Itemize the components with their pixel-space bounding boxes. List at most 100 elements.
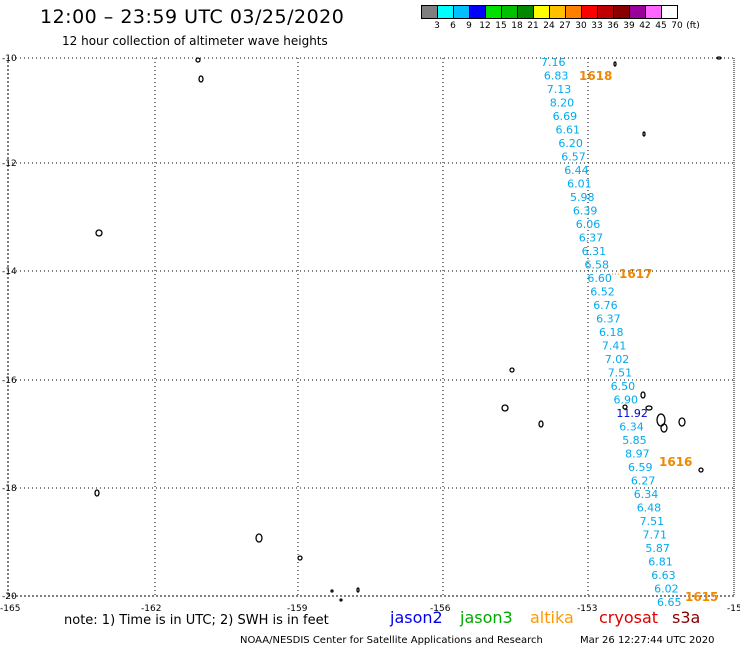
map-grid bbox=[7, 57, 735, 597]
latitude-tick-label: -18 bbox=[2, 484, 17, 494]
satellite-legend-altika: altika bbox=[530, 608, 574, 627]
wave-height-reading: 6.34 bbox=[619, 421, 644, 434]
wave-height-reading: 6.58 bbox=[585, 259, 610, 272]
color-scale-label: 15 bbox=[495, 21, 507, 31]
time-mark-label: 1616 bbox=[659, 455, 692, 469]
color-scale-label: 6 bbox=[450, 21, 456, 31]
color-scale-label: 70 bbox=[671, 21, 683, 31]
time-mark-label: 1617 bbox=[619, 267, 652, 281]
wave-height-color-scale bbox=[421, 5, 678, 19]
wave-height-reading: 6.06 bbox=[576, 218, 601, 231]
satellite-legend-jason3: jason3 bbox=[460, 608, 513, 627]
island-outline bbox=[339, 598, 343, 602]
wave-height-reading: 6.90 bbox=[614, 394, 639, 407]
island-outline bbox=[330, 589, 334, 593]
color-scale-label: 33 bbox=[591, 21, 603, 31]
wave-height-reading: 6.59 bbox=[628, 461, 653, 474]
longitude-tick-label: -15 bbox=[727, 604, 740, 614]
wave-height-reading: 6.50 bbox=[611, 380, 636, 393]
island-outlines bbox=[94, 56, 722, 602]
longitude-tick-label: -153 bbox=[577, 604, 597, 614]
wave-height-reading: 5.98 bbox=[570, 191, 595, 204]
wave-height-reading: 6.60 bbox=[587, 272, 612, 285]
satellite-legend-jason2: jason2 bbox=[390, 608, 443, 627]
color-scale-label: 3 bbox=[434, 21, 440, 31]
island-outline bbox=[716, 56, 722, 60]
wave-height-reading: 7.13 bbox=[547, 83, 572, 96]
color-scale-label: 21 bbox=[527, 21, 539, 31]
wave-height-reading: 8.20 bbox=[550, 97, 575, 110]
island-outline bbox=[297, 555, 303, 561]
longitude-tick-label: -159 bbox=[287, 604, 308, 614]
island-outline bbox=[538, 420, 544, 428]
island-outline bbox=[195, 57, 201, 63]
wave-height-reading: 6.18 bbox=[599, 326, 624, 339]
wave-height-reading: 6.83 bbox=[544, 70, 569, 83]
wave-height-reading: 6.57 bbox=[561, 151, 586, 164]
island-outline bbox=[698, 467, 704, 473]
map-frame bbox=[7, 57, 735, 597]
latitude-tick-label: -14 bbox=[2, 267, 17, 277]
island-outline bbox=[509, 367, 515, 373]
island-outline bbox=[255, 533, 263, 543]
wave-height-reading: 5.87 bbox=[645, 542, 670, 555]
wave-height-reading: 7.51 bbox=[608, 367, 633, 380]
wave-height-reading: 6.52 bbox=[590, 286, 615, 299]
longitude-tick-label: -162 bbox=[141, 604, 161, 614]
wave-height-reading: 5.85 bbox=[622, 434, 647, 447]
time-mark-label: 1618 bbox=[579, 69, 612, 83]
longitude-tick-label: -165 bbox=[0, 604, 20, 614]
latitude-tick-label: -12 bbox=[2, 159, 17, 169]
wave-height-reading: 6.81 bbox=[648, 556, 673, 569]
island-outline bbox=[613, 61, 617, 67]
color-scale-label: 30 bbox=[575, 21, 587, 31]
wave-height-reading: 6.39 bbox=[573, 205, 598, 218]
color-scale-label: 27 bbox=[559, 21, 571, 31]
wave-height-reading: 11.92 bbox=[616, 407, 648, 420]
color-scale-label: 45 bbox=[655, 21, 667, 31]
latitude-tick-label: -16 bbox=[2, 376, 17, 386]
color-scale-label: 9 bbox=[466, 21, 472, 31]
satellite-legend-cryosat: cryosat bbox=[599, 608, 659, 627]
footer-note: note: 1) Time is in UTC; 2) SWH is in fe… bbox=[64, 613, 329, 628]
wave-height-reading: 7.02 bbox=[605, 353, 630, 366]
wave-height-reading: 6.61 bbox=[556, 124, 581, 137]
wave-height-reading: 7.16 bbox=[541, 56, 566, 69]
wave-height-reading: 7.41 bbox=[602, 340, 627, 353]
wave-height-reading: 6.31 bbox=[582, 245, 607, 258]
island-outline bbox=[95, 229, 103, 237]
credit-line: NOAA/NESDIS Center for Satellite Applica… bbox=[240, 635, 543, 646]
color-scale-label: 42 bbox=[639, 21, 651, 31]
wave-height-reading: 6.69 bbox=[553, 110, 578, 123]
wave-height-reading: 6.34 bbox=[634, 488, 659, 501]
island-outline bbox=[356, 587, 360, 593]
island-outline bbox=[94, 489, 100, 497]
wave-height-reading: 8.97 bbox=[625, 448, 650, 461]
wave-height-reading: 7.71 bbox=[643, 529, 668, 542]
wave-height-reading: 6.37 bbox=[579, 232, 604, 245]
wave-height-reading: 7.51 bbox=[640, 515, 665, 528]
time-mark-label: 1615 bbox=[685, 590, 718, 604]
axis-tick-labels: -10 -12 -14 -16 -18 -20 -165 -162 -159 -156 -153 -1… bbox=[0, 54, 740, 614]
wave-height-reading: 6.37 bbox=[596, 313, 621, 326]
map-subtitle: 12 hour collection of altimeter wave hei… bbox=[62, 34, 328, 48]
wave-height-reading: 6.20 bbox=[558, 137, 583, 150]
longitude-tick-label: -156 bbox=[430, 604, 451, 614]
island-outline bbox=[642, 131, 646, 137]
track-readings: 7.166.837.138.206.696.616.206.576.446.01… bbox=[541, 56, 682, 609]
wave-height-reading: 6.63 bbox=[651, 569, 676, 582]
color-scale-label: (ft) bbox=[686, 21, 700, 31]
island-outline bbox=[645, 405, 653, 411]
island-outline bbox=[501, 404, 509, 412]
track-time-marks: 1618 1617 1616 1615 bbox=[579, 69, 718, 604]
color-swatch bbox=[661, 5, 678, 19]
color-scale-label: 24 bbox=[543, 21, 555, 31]
wave-height-reading: 6.48 bbox=[637, 502, 662, 515]
color-scale-label: 12 bbox=[479, 21, 491, 31]
wave-height-reading: 6.01 bbox=[567, 178, 592, 191]
generation-timestamp: Mar 26 12:27:44 UTC 2020 bbox=[580, 635, 715, 646]
island-outline bbox=[678, 417, 686, 427]
map-title: 12:00 – 23:59 UTC 03/25/2020 bbox=[40, 6, 345, 28]
island-outline bbox=[660, 423, 668, 433]
island-outline bbox=[640, 391, 646, 399]
